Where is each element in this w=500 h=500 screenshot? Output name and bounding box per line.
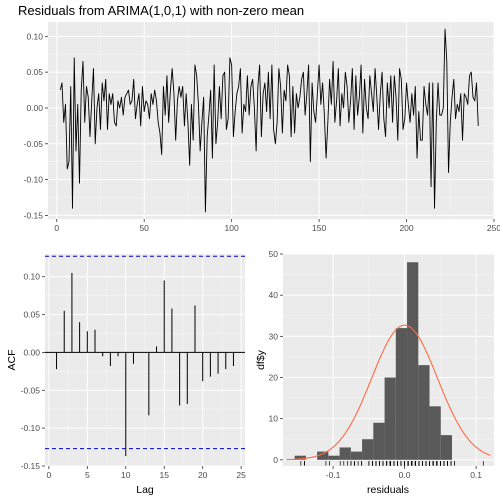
histogram-x-tick-label: -0.1 <box>326 470 341 480</box>
histogram-y-tick-label: 30 <box>269 331 279 341</box>
acf-y-axis: -0.15 -0.10 -0.05 0.00 0.05 0.10 <box>21 272 45 471</box>
histogram-bar <box>395 328 408 460</box>
acf-x-tick-label: 25 <box>236 470 246 480</box>
residuals-panel: Residuals from ARIMA(1,0,1) with non-zer… <box>18 3 500 233</box>
acf-x-tick-label: 10 <box>121 470 131 480</box>
histogram-bar <box>317 451 329 460</box>
histogram-bar <box>362 439 374 460</box>
histogram-y-tick-label: 10 <box>269 414 279 424</box>
histogram-bar <box>339 447 351 460</box>
residuals-y-tick-label: 0.00 <box>26 103 43 113</box>
acf-x-tick-label: 20 <box>198 470 208 480</box>
histogram-bar <box>440 435 453 460</box>
histogram-y-axis-title: df$y <box>255 349 267 370</box>
plot-title: Residuals from ARIMA(1,0,1) with non-zer… <box>18 3 304 18</box>
acf-y-tick-label: -0.15 <box>21 461 41 471</box>
acf-x-tick-label: 5 <box>85 470 90 480</box>
residuals-x-tick-label: 50 <box>139 223 149 233</box>
histogram-y-tick-label: 0 <box>273 455 278 465</box>
normal-density-curve <box>286 324 491 461</box>
acf-y-axis-title: ACF <box>6 350 18 371</box>
acf-y-tick-label: 0.10 <box>23 272 40 282</box>
residuals-series-line <box>59 28 479 213</box>
residuals-rug <box>300 461 484 466</box>
residuals-y-tick-label: 0.10 <box>26 31 43 41</box>
histogram-bar <box>407 262 419 460</box>
residuals-x-tick-label: 250 <box>487 223 500 233</box>
residuals-x-tick-label: 0 <box>54 223 59 233</box>
histogram-y-axis: 0 10 20 30 40 50 <box>269 249 283 465</box>
acf-panel: -0.15 -0.10 -0.05 0.00 0.05 0.10 0 5 10 15 20 25 L… <box>6 254 246 496</box>
acf-x-tick-label: 15 <box>159 470 169 480</box>
histogram-panel: 0 10 20 30 40 50 -0.1 0.0 0.1 residuals df$y <box>255 249 494 496</box>
histogram-x-tick-label: 0.1 <box>470 470 482 480</box>
histogram-y-tick-label: 20 <box>269 372 279 382</box>
histogram-bar <box>294 455 306 460</box>
histogram-y-tick-label: 40 <box>269 290 279 300</box>
acf-x-tick-label: 0 <box>46 470 51 480</box>
histogram-bar <box>418 365 430 460</box>
residuals-y-tick-label: -0.10 <box>24 175 44 185</box>
histogram-bar <box>328 455 340 460</box>
acf-y-tick-label: -0.10 <box>21 423 41 433</box>
residuals-y-tick-label: -0.15 <box>24 210 44 220</box>
histogram-bar <box>429 406 441 460</box>
histogram-bar <box>384 377 396 460</box>
histogram-x-tick-label: 0.0 <box>399 470 411 480</box>
histogram-x-axis: -0.1 0.0 0.1 <box>326 466 482 480</box>
histogram-bars <box>294 262 453 460</box>
residuals-x-tick-label: 200 <box>399 223 413 233</box>
acf-x-axis: 0 5 10 15 20 25 <box>46 466 246 480</box>
residuals-panel-background <box>48 22 494 219</box>
acf-y-tick-label: -0.05 <box>21 385 41 395</box>
residuals-x-axis: 0 50 100 150 200 250 <box>54 219 500 233</box>
histogram-bar <box>350 451 363 460</box>
histogram-bar <box>373 422 385 460</box>
residuals-y-axis: -0.15 -0.10 -0.05 0.00 0.05 0.10 <box>24 31 48 220</box>
histogram-x-axis-title: residuals <box>367 484 409 496</box>
acf-y-tick-label: 0.00 <box>23 347 40 357</box>
residuals-grid <box>48 22 495 219</box>
acf-x-axis-title: Lag <box>136 484 154 496</box>
residuals-y-tick-label: 0.05 <box>26 67 43 77</box>
histogram-y-tick-label: 50 <box>269 249 279 259</box>
residuals-x-tick-label: 100 <box>225 223 239 233</box>
acf-bars <box>56 272 234 457</box>
residuals-y-tick-label: -0.05 <box>24 139 44 149</box>
acf-y-tick-label: 0.05 <box>23 310 40 320</box>
residuals-x-tick-label: 150 <box>312 223 326 233</box>
